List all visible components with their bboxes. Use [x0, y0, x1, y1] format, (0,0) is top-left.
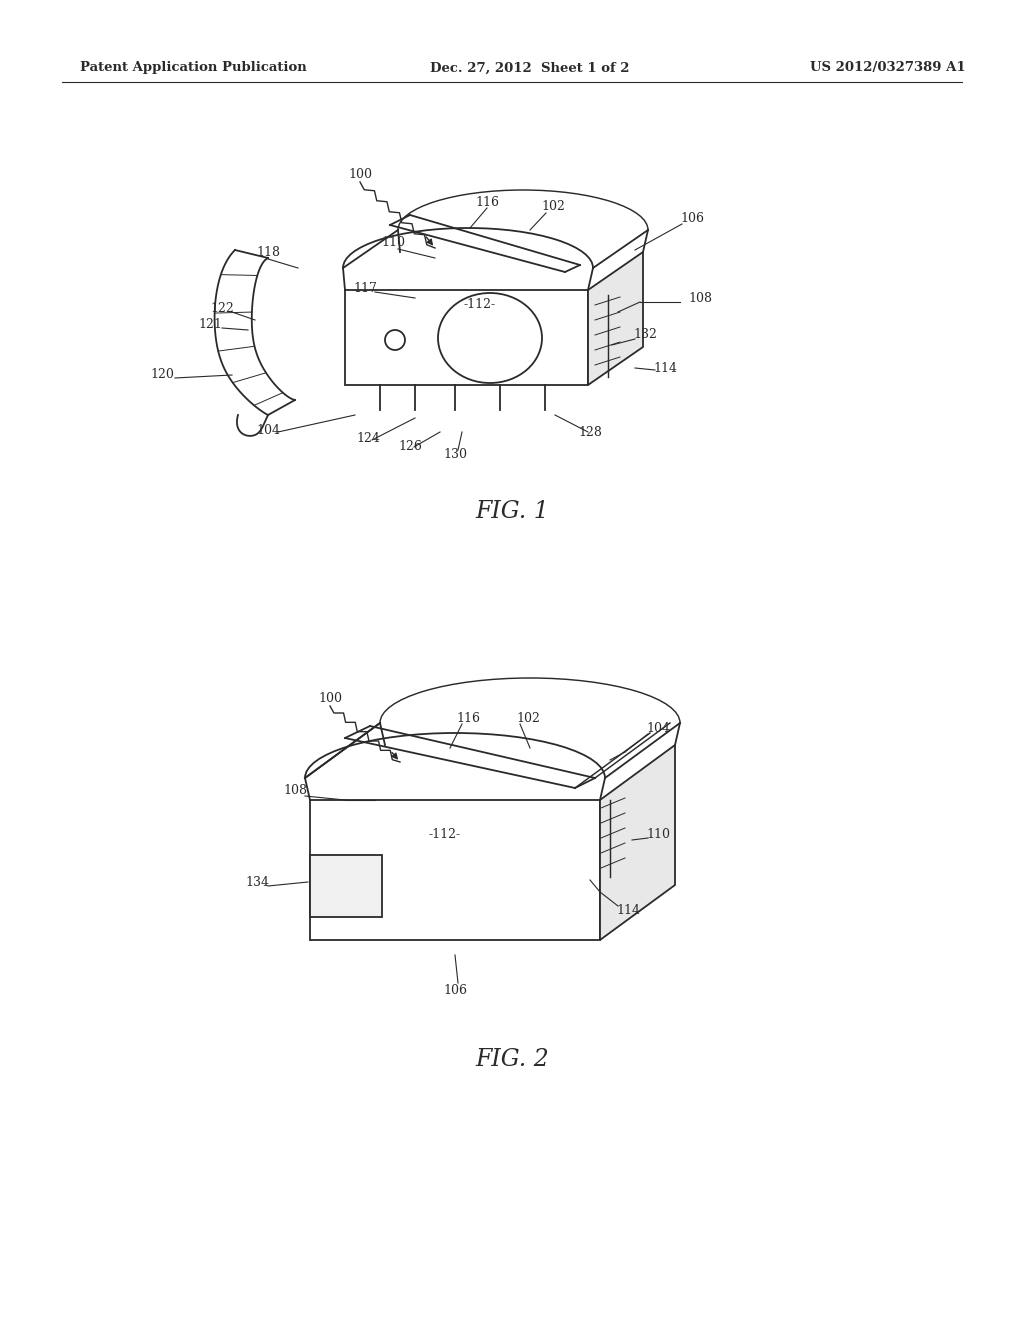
Text: 110: 110	[646, 829, 670, 842]
Polygon shape	[588, 252, 643, 385]
Text: 122: 122	[210, 301, 233, 314]
Text: 121: 121	[198, 318, 222, 331]
Text: 106: 106	[680, 211, 705, 224]
Text: 134: 134	[245, 875, 269, 888]
Text: FIG. 2: FIG. 2	[475, 1048, 549, 1072]
Text: 104: 104	[646, 722, 670, 734]
Text: Dec. 27, 2012  Sheet 1 of 2: Dec. 27, 2012 Sheet 1 of 2	[430, 62, 630, 74]
Polygon shape	[345, 290, 588, 385]
Text: 120: 120	[151, 368, 174, 381]
Text: 110: 110	[381, 236, 406, 249]
Text: 106: 106	[443, 983, 467, 997]
Text: 102: 102	[541, 201, 565, 214]
Text: 102: 102	[516, 711, 540, 725]
Text: 114: 114	[653, 362, 677, 375]
Text: US 2012/0327389 A1: US 2012/0327389 A1	[810, 62, 966, 74]
Text: 108: 108	[283, 784, 307, 796]
Text: 100: 100	[348, 169, 372, 181]
Text: 104: 104	[256, 424, 280, 437]
Text: 116: 116	[475, 195, 499, 209]
Text: FIG. 1: FIG. 1	[475, 500, 549, 524]
Text: 130: 130	[443, 449, 467, 462]
Text: 118: 118	[256, 247, 280, 260]
Text: 117: 117	[353, 281, 377, 294]
Text: 126: 126	[398, 440, 422, 453]
Polygon shape	[310, 855, 382, 917]
Text: 116: 116	[456, 711, 480, 725]
Text: -112-: -112-	[429, 829, 461, 842]
Text: 108: 108	[688, 292, 712, 305]
Text: 114: 114	[616, 903, 640, 916]
Text: 128: 128	[579, 425, 602, 438]
Text: Patent Application Publication: Patent Application Publication	[80, 62, 307, 74]
Polygon shape	[600, 744, 675, 940]
Polygon shape	[310, 800, 600, 940]
Text: 100: 100	[318, 692, 342, 705]
Text: 124: 124	[356, 432, 380, 445]
Text: 132: 132	[633, 329, 657, 342]
Text: -112-: -112-	[464, 298, 496, 312]
